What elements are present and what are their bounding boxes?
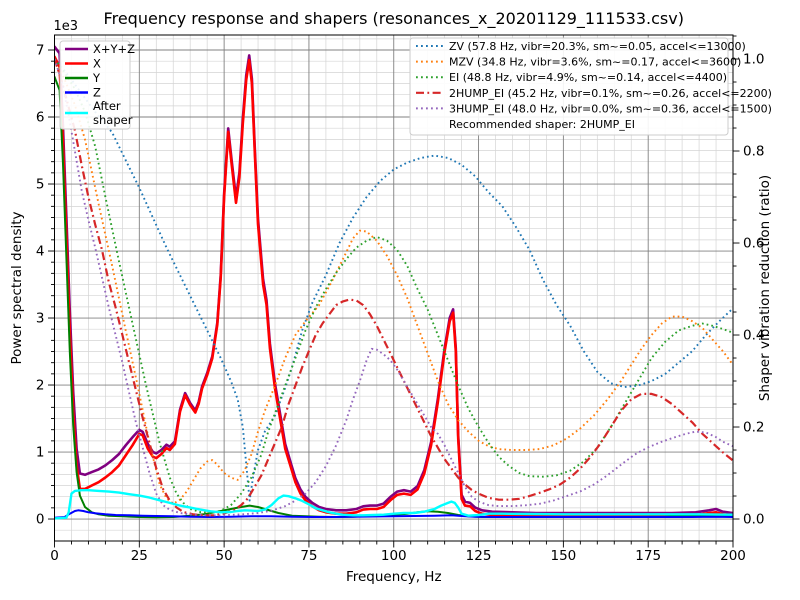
y-right-tick-label: 0.2 [743, 420, 764, 436]
y-right-axis-label: Shaper vibration reduction (ratio) [757, 175, 773, 401]
x-tick-label: 75 [300, 548, 317, 564]
x-tick-label: 175 [635, 548, 661, 564]
legend-left-label: Y [92, 71, 101, 85]
x-tick-label: 100 [381, 548, 407, 564]
y-left-offset-text: 1e3 [54, 19, 79, 34]
legend-right-label: EI (48.8 Hz, vibr=4.9%, sm~=0.14, accel<… [449, 71, 727, 84]
y-left-tick-label: 7 [36, 43, 45, 59]
tick-labels: 0 25 50 75 100 125 150 175 200 0 1 2 3 4 5 6 7 0.0 0.2 0.4 0… [36, 43, 765, 564]
x-tick-label: 25 [131, 548, 148, 564]
y-left-tick-label: 0 [36, 512, 45, 528]
y-right-tick-label: 0.8 [743, 144, 764, 160]
legend-left-label: Z [93, 86, 101, 100]
series-two-hump-ei [54, 58, 733, 517]
y-left-tick-label: 3 [36, 311, 45, 327]
y-left-tick-label: 1 [36, 445, 45, 461]
y-left-tick-label: 4 [36, 244, 45, 260]
legend-right-label: ZV (57.8 Hz, vibr=20.3%, sm~=0.05, accel… [449, 40, 746, 53]
curves [54, 45, 733, 520]
series-three-hump-ei [54, 58, 733, 517]
series-mzv [54, 58, 733, 505]
series-z [54, 509, 733, 519]
legend-right-label: 3HUMP_EI (48.0 Hz, vibr=0.0%, sm~=0.36, … [449, 102, 772, 115]
y-left-tick-label: 6 [36, 110, 45, 126]
x-tick-label: 200 [720, 548, 746, 564]
tick-marks [48, 35, 740, 548]
x-tick-label: 125 [466, 548, 492, 564]
y-left-axis-label: Power spectral density [9, 211, 25, 364]
legend-right: ZV (57.8 Hz, vibr=20.3%, sm~=0.05, accel… [409, 37, 772, 136]
legend-right-footer: Recommended shaper: 2HUMP_EI [449, 118, 635, 131]
legend-right-label: 2HUMP_EI (45.2 Hz, vibr=0.1%, sm~=0.26, … [449, 87, 772, 100]
series-after-shaper [54, 489, 733, 520]
y-left-tick-label: 5 [36, 177, 45, 193]
legend-right-label: MZV (34.8 Hz, vibr=3.6%, sm~=0.17, accel… [449, 56, 741, 69]
y-right-tick-label: 0.0 [743, 512, 764, 528]
legend-left-label: shaper [93, 113, 133, 127]
y-left-tick-label: 2 [36, 378, 45, 394]
x-tick-label: 0 [50, 548, 59, 564]
x-axis-label: Frequency, Hz [346, 569, 442, 585]
legend-left-label: X [93, 57, 101, 71]
y-right-tick-label: 0.4 [743, 328, 764, 344]
x-tick-label: 50 [216, 548, 233, 564]
series-ei [54, 58, 733, 514]
y-right-tick-label: 0.6 [743, 236, 764, 252]
chart-title: Frequency response and shapers (resonanc… [104, 9, 684, 29]
legend-left-label: X+Y+Z [93, 42, 135, 56]
x-tick-label: 150 [550, 548, 576, 564]
series-zv [54, 58, 733, 502]
series-x [54, 55, 733, 517]
y-right-tick-label: 1.0 [743, 52, 764, 68]
legend-left-label: After [93, 99, 121, 113]
